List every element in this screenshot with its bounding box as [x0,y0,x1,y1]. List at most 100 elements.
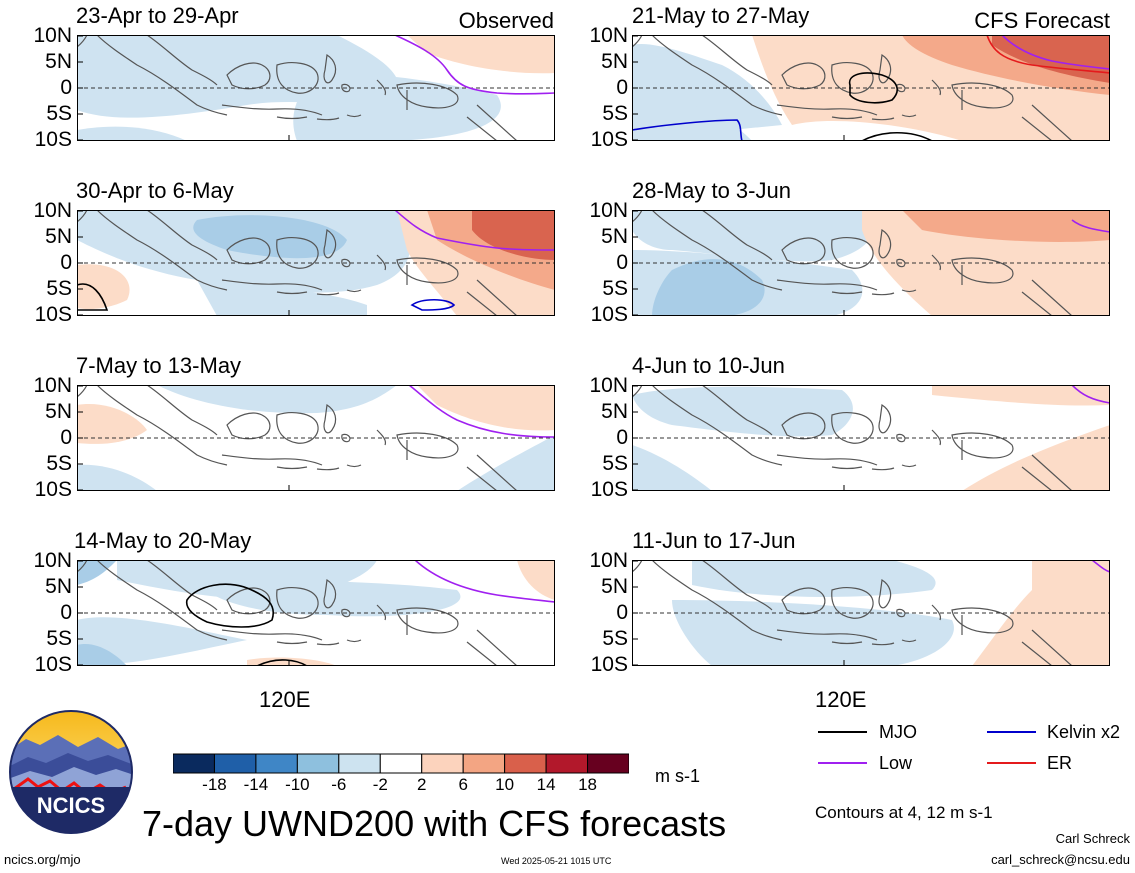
coastline [701,560,773,611]
coastline [466,466,498,491]
legend-mjo-label: MJO [879,722,917,742]
coastline [1021,641,1053,666]
coastline [96,210,228,291]
y-tick-label: 10N [33,199,72,222]
wind-shading [932,385,1110,406]
wind-shading [77,560,117,585]
coastline [781,587,826,615]
y-tick-label: 10N [33,549,72,572]
y-tick-label: 0 [616,251,628,274]
coastline [323,578,337,609]
footer-email: carl_schreck@ncsu.edu [991,852,1130,867]
coastline [276,466,308,470]
coastline [781,237,826,265]
coastline [632,35,643,48]
y-tick-label: 0 [60,601,72,624]
footer-timestamp: Wed 2025-05-21 1015 UTC [501,856,612,866]
coastline [276,116,308,120]
wave-contour [77,283,109,311]
coastline [341,83,351,93]
legend-kelvin-label: Kelvin x2 [1047,722,1121,742]
coastline [396,432,459,459]
coastline [651,210,783,291]
wave-contour [185,583,274,628]
panel-title-p2: 30-Apr to 6-May [76,178,234,203]
wind-shading [77,126,187,141]
coastline [1021,116,1053,141]
coastline [276,641,308,645]
y-tick-label: 10S [34,303,72,326]
coastline [1021,466,1053,491]
coastline [323,228,337,259]
coastline [376,604,387,621]
coastline [831,412,874,444]
y-tick-label: 10S [34,653,72,676]
y-tick-label: 5S [602,452,628,475]
coastline [316,642,340,646]
coastline [831,466,863,470]
colorbar-swatch [296,753,340,774]
coastline [951,82,1014,109]
coastline [77,560,88,573]
wave-contour [410,298,456,311]
x-tick-right: 120E [815,687,867,712]
coastline [466,116,498,141]
wind-shading [77,464,157,491]
coastline [396,257,459,284]
wave-contour [1071,385,1110,404]
coastline [896,608,906,618]
colorbar-tick-label: -18 [202,775,227,794]
wind-shading [902,210,1110,242]
y-tick-label: 5N [601,225,628,248]
coastline [951,257,1014,284]
y-tick-label: 10N [33,374,72,397]
colorbar-swatch [587,753,629,774]
colorbar [173,753,629,774]
colorbar-tick-label: 2 [416,775,427,794]
colorbar-tick-label: 10 [495,775,515,794]
y-tick-label: 0 [616,426,628,449]
contours-note: Contours at 4, 12 m s-1 [815,803,993,822]
coastline [146,35,218,86]
coastline [651,385,783,466]
footer-author: Carl Schreck [1055,831,1130,846]
footer-url: ncics.org/mjo [4,852,81,867]
coastline [831,237,874,269]
colorbar-tick-label: 18 [578,775,597,794]
coastline [316,467,340,471]
wave-contour [848,72,898,104]
coastline [1031,454,1073,491]
coastline [901,464,917,468]
y-tick-label: 5S [46,102,72,125]
wave-contour [1001,35,1110,70]
y-tick-label: 5N [45,50,72,73]
panel-frame [632,560,1110,666]
wave-contour [394,210,555,251]
coastline [466,641,498,666]
panel-frame [77,560,555,666]
colorbar-swatch [462,753,506,774]
coastline [632,560,643,573]
coastline [878,578,892,609]
panel-label-observed: Observed [458,8,554,33]
coastline [701,210,773,261]
coastline [871,642,895,646]
colorbar-swatch [545,753,589,774]
wind-shading [692,560,936,597]
wind-shading [632,210,872,262]
panel-frame [632,210,1110,316]
y-tick-label: 5S [46,452,72,475]
coastline [96,35,228,116]
coastline [896,258,906,268]
colorbar-swatch [255,753,298,774]
coastline [77,35,88,48]
y-tick-label: 5N [45,400,72,423]
panel-title-p3: 7-May to 13-May [76,353,242,378]
legend-er-label: ER [1047,753,1073,773]
coastline [276,587,319,619]
panel-label-cfs-forecast: CFS Forecast [974,8,1110,33]
panel-title-p5: 21-May to 27-May [632,3,810,28]
y-tick-label: 10N [33,24,72,47]
coastline [871,467,895,471]
